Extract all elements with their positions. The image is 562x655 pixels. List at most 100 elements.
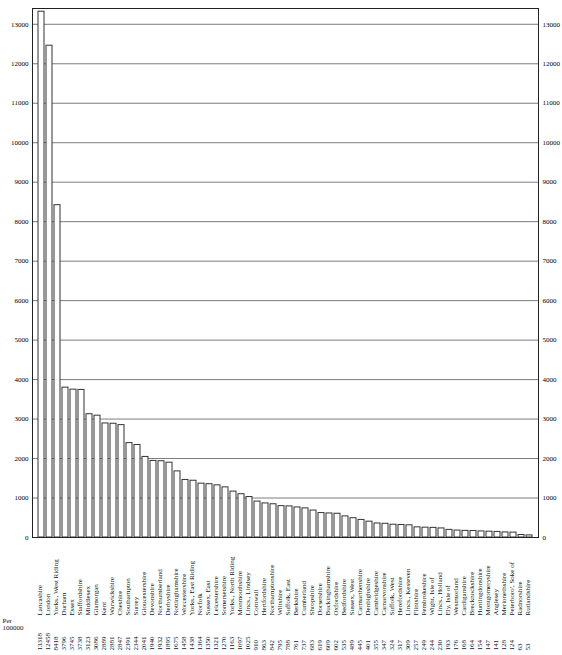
svg-text:244: 244 <box>428 640 436 651</box>
svg-text:Rutlandshire: Rutlandshire <box>524 580 532 616</box>
svg-text:London: London <box>44 593 52 615</box>
svg-text:1675: 1675 <box>172 636 180 651</box>
svg-text:347: 347 <box>380 640 388 651</box>
svg-text:2344: 2344 <box>132 636 140 651</box>
svg-text:3086: 3086 <box>92 636 100 651</box>
svg-text:3000: 3000 <box>15 415 30 423</box>
svg-text:2000: 2000 <box>15 455 30 463</box>
svg-text:609: 609 <box>324 640 332 651</box>
svg-text:5000: 5000 <box>543 336 558 344</box>
svg-text:788: 788 <box>284 640 292 651</box>
svg-text:2041: 2041 <box>140 636 148 651</box>
svg-text:Westmorland: Westmorland <box>452 578 460 616</box>
svg-text:Huntingdonshire: Huntingdonshire <box>476 568 484 615</box>
svg-text:Durham: Durham <box>60 592 68 615</box>
svg-text:Anglesey: Anglesey <box>492 589 500 616</box>
svg-text:Brecknockshire: Brecknockshire <box>468 572 476 616</box>
svg-text:Flintshire: Flintshire <box>412 589 420 616</box>
svg-text:168: 168 <box>460 640 468 651</box>
svg-text:Glamorgan: Glamorgan <box>92 584 100 616</box>
svg-text:5000: 5000 <box>15 336 30 344</box>
svg-text:3000: 3000 <box>543 415 558 423</box>
svg-text:324: 324 <box>388 640 396 651</box>
svg-text:1350: 1350 <box>204 636 212 651</box>
svg-text:Carmarthenshire: Carmarthenshire <box>356 569 364 616</box>
svg-text:Berkshire: Berkshire <box>292 588 300 615</box>
svg-text:Worcestershire: Worcestershire <box>180 574 188 616</box>
svg-text:602: 602 <box>332 640 340 651</box>
svg-text:12458: 12458 <box>44 633 52 651</box>
svg-text:1270: 1270 <box>220 636 228 651</box>
svg-text:317: 317 <box>396 640 404 651</box>
svg-text:1364: 1364 <box>196 636 204 651</box>
svg-text:257: 257 <box>412 640 420 651</box>
svg-text:Carnarvonshire: Carnarvonshire <box>380 572 388 615</box>
svg-text:12000: 12000 <box>11 60 29 68</box>
svg-text:128: 128 <box>500 640 508 651</box>
svg-text:Northamptonshire: Northamptonshire <box>268 565 276 616</box>
svg-text:8000: 8000 <box>15 218 30 226</box>
svg-text:Cambridgeshire: Cambridgeshire <box>372 571 380 616</box>
svg-text:2889: 2889 <box>100 636 108 651</box>
svg-text:3738: 3738 <box>76 636 84 651</box>
svg-text:2881: 2881 <box>108 636 116 651</box>
svg-text:1025: 1025 <box>244 636 252 651</box>
svg-text:2847: 2847 <box>116 636 124 651</box>
svg-text:401: 401 <box>364 640 372 651</box>
svg-text:Radnorshire: Radnorshire <box>516 581 524 615</box>
svg-text:3123: 3123 <box>84 636 92 651</box>
svg-text:6000: 6000 <box>543 297 558 305</box>
svg-text:Sussex, West: Sussex, West <box>348 579 356 616</box>
svg-text:6000: 6000 <box>15 297 30 305</box>
svg-text:1321: 1321 <box>212 636 220 651</box>
svg-text:683: 683 <box>308 640 316 651</box>
svg-text:489: 489 <box>348 640 356 651</box>
svg-text:Lincs., Kesteven: Lincs., Kesteven <box>404 568 412 615</box>
svg-text:Cardiganshire: Cardiganshire <box>460 576 468 615</box>
svg-text:11000: 11000 <box>11 99 29 107</box>
svg-text:53: 53 <box>524 643 532 651</box>
svg-text:910: 910 <box>252 640 260 651</box>
svg-text:10000: 10000 <box>543 139 561 147</box>
svg-text:Leicestershire: Leicestershire <box>212 576 220 615</box>
svg-text:Merionethshire: Merionethshire <box>500 573 508 616</box>
svg-text:Montgomeryshire: Montgomeryshire <box>484 565 492 615</box>
svg-text:249: 249 <box>420 640 428 651</box>
svg-text:12000: 12000 <box>543 60 561 68</box>
svg-text:7000: 7000 <box>15 257 30 265</box>
svg-text:Cornwall: Cornwall <box>252 589 260 615</box>
svg-text:2391: 2391 <box>124 636 132 651</box>
svg-text:309: 309 <box>404 640 412 651</box>
svg-text:141: 141 <box>492 640 500 651</box>
svg-text:Cumberland: Cumberland <box>300 580 308 615</box>
svg-text:Surrey: Surrey <box>132 596 140 615</box>
svg-text:0: 0 <box>543 534 547 542</box>
svg-text:Devonshire: Devonshire <box>148 583 156 615</box>
svg-text:Oxfordshire: Oxfordshire <box>332 582 340 616</box>
svg-text:230: 230 <box>436 640 444 651</box>
svg-text:10000: 10000 <box>11 139 29 147</box>
svg-text:63: 63 <box>516 643 524 651</box>
svg-text:Hertfordshire: Hertfordshire <box>260 578 268 616</box>
svg-text:Wight, Isle of: Wight, Isle of <box>428 576 436 615</box>
svg-text:Yorks., East Riding: Yorks., East Riding <box>188 560 196 615</box>
svg-text:Derbyshire: Derbyshire <box>164 584 172 615</box>
svg-text:Staffordshire: Staffordshire <box>76 579 84 615</box>
svg-text:176: 176 <box>452 640 460 651</box>
svg-text:Per100000: Per100000 <box>3 617 25 632</box>
svg-text:1438: 1438 <box>188 636 196 651</box>
svg-text:Dorsetshire: Dorsetshire <box>316 583 324 615</box>
svg-text:535: 535 <box>340 640 348 651</box>
svg-text:Suffolk, East: Suffolk, East <box>284 579 292 615</box>
svg-text:Norfolk: Norfolk <box>196 593 204 616</box>
svg-text:Buckinghamshire: Buckinghamshire <box>324 566 332 615</box>
svg-text:Warwickshire: Warwickshire <box>108 577 116 616</box>
svg-text:Sussex, East: Sussex, East <box>204 580 212 615</box>
svg-text:164: 164 <box>468 640 476 651</box>
svg-text:11000: 11000 <box>543 99 561 107</box>
svg-text:9000: 9000 <box>15 178 30 186</box>
svg-text:13000: 13000 <box>543 21 561 29</box>
svg-text:Peterboro', Soke of: Peterboro', Soke of <box>508 561 516 615</box>
svg-text:193: 193 <box>444 640 452 651</box>
svg-text:Ely, Isle of: Ely, Isle of <box>444 584 452 615</box>
